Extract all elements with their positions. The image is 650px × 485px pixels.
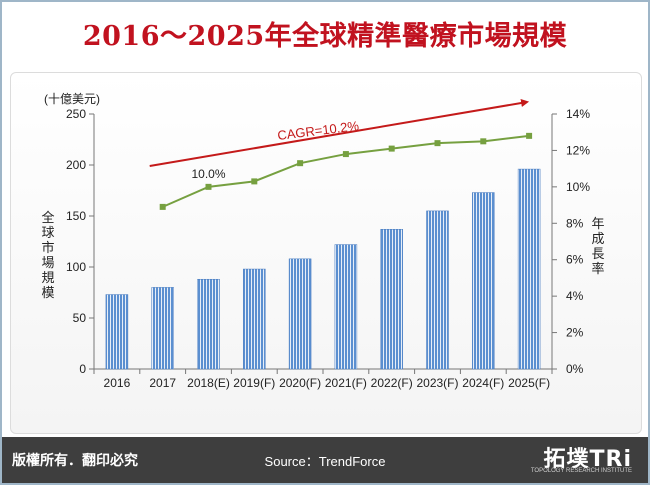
- x-tick-label: 2022(F): [371, 376, 413, 390]
- growth-point: [526, 132, 533, 139]
- cagr-label: CAGR=10.2%: [277, 118, 361, 143]
- bar: [151, 287, 174, 370]
- y-tick-label: 50: [73, 311, 87, 325]
- y-tick-label: 250: [66, 107, 86, 121]
- growth-point-label: 10.0%: [191, 167, 225, 181]
- y2-tick-label: 10%: [566, 180, 590, 194]
- growth-point: [297, 160, 304, 167]
- growth-point: [159, 203, 166, 210]
- y2-tick-label: 14%: [566, 107, 590, 121]
- x-tick-label: 2017: [149, 376, 176, 390]
- y2-tick-label: 6%: [566, 253, 584, 267]
- growth-point: [388, 145, 395, 152]
- x-tick-label: 2020(F): [279, 376, 321, 390]
- y2-tick-label: 2%: [566, 326, 584, 340]
- x-tick-label: 2018(E): [187, 376, 230, 390]
- logo-name: 拓墣TRi: [543, 447, 632, 472]
- cagr-arrow: [149, 99, 530, 167]
- growth-point: [434, 140, 441, 147]
- growth-point: [205, 183, 212, 190]
- growth-point: [251, 178, 258, 185]
- y2-tick-label: 12%: [566, 143, 590, 157]
- footer-bar: 版權所有．翻印必究 Source：TrendForce 拓墣TRi TOPOLO…: [2, 437, 648, 483]
- y-axis-title-char: 球: [41, 225, 54, 240]
- source-text: Source：TrendForce: [264, 454, 386, 469]
- x-tick-label: 2021(F): [325, 376, 367, 390]
- y-axis-title-char: 場: [41, 255, 54, 270]
- x-tick-label: 2023(F): [416, 376, 458, 390]
- y2-axis-title-char: 年: [591, 216, 604, 231]
- x-tick-label: 2025(F): [508, 376, 550, 390]
- x-tick-label: 2019(F): [233, 376, 275, 390]
- bar: [426, 210, 449, 370]
- y-axis-title-char: 模: [41, 285, 54, 300]
- bar: [380, 229, 403, 370]
- y2-axis-title-char: 成: [591, 231, 604, 246]
- y2-axis-title-char: 率: [591, 261, 604, 276]
- chart-svg: 0 50 100 150 200 250 0% 2% 4% 6% 8% 10% 12% 14% 2016 20…: [41, 92, 604, 390]
- logo-subtitle: TOPOLOGY RESEARCH INSTITUTE: [530, 468, 632, 474]
- y-tick-label: 200: [66, 158, 86, 172]
- growth-line-group: [159, 132, 533, 210]
- bar: [288, 258, 312, 370]
- growth-point: [342, 151, 349, 158]
- bar: [517, 168, 541, 370]
- chart-title: 2016～2025年全球精準醫療市場規模: [82, 21, 568, 52]
- y-tick-label: 100: [66, 260, 86, 274]
- y2-tick-label: 8%: [566, 216, 584, 230]
- unit-label: (十億美元): [44, 92, 100, 106]
- x-tick-label: 2016: [104, 376, 131, 390]
- y2-axis-title-char: 長: [591, 246, 604, 261]
- y2-tick-label: 0%: [566, 362, 584, 376]
- y-axis-title-char: 規: [41, 270, 54, 285]
- bar: [472, 192, 495, 370]
- bar: [334, 244, 358, 370]
- bar: [197, 278, 220, 370]
- y-axis-title-char: 全: [41, 210, 54, 225]
- growth-point: [480, 138, 487, 145]
- y2-tick-label: 4%: [566, 289, 584, 303]
- y-tick-label: 150: [66, 209, 86, 223]
- y-tick-label: 0: [79, 362, 86, 376]
- x-tick-label: 2024(F): [462, 376, 504, 390]
- y-axis-title-char: 市: [41, 240, 54, 255]
- tri-logo: 拓墣TRi TOPOLOGY RESEARCH INSTITUTE: [512, 441, 632, 479]
- copyright-text: 版權所有．翻印必究: [12, 453, 138, 469]
- bar: [105, 294, 129, 370]
- bars-group: [105, 168, 541, 370]
- bar: [243, 268, 266, 370]
- axes-group: 0 50 100 150 200 250 0% 2% 4% 6% 8% 10% 12% 14% 2016 20…: [66, 107, 590, 390]
